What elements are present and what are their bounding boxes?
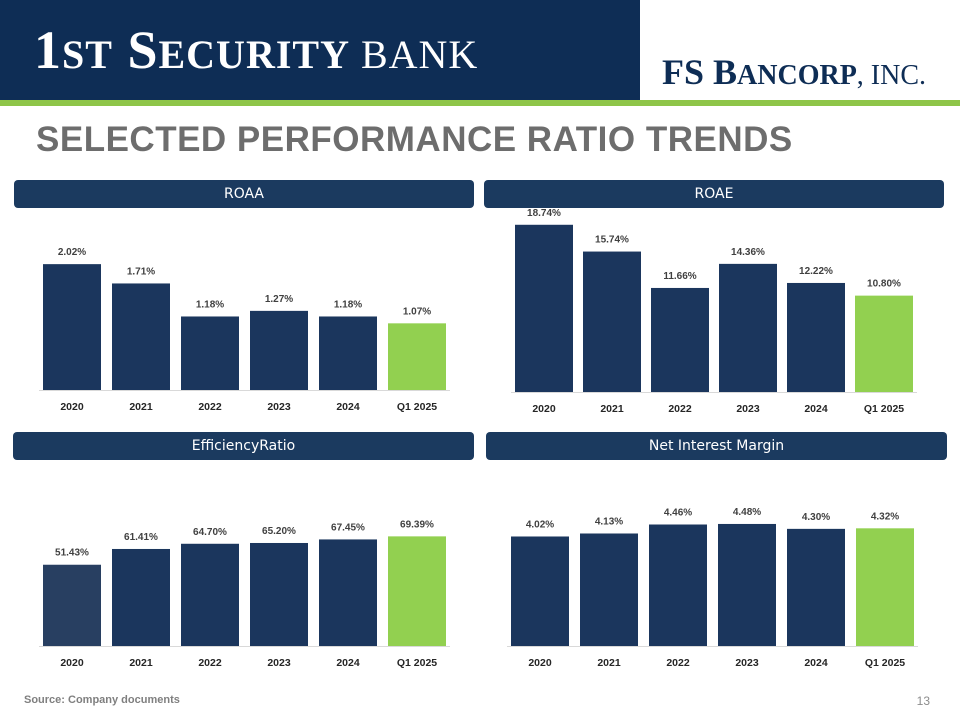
efficiency-category-label: Q1 2025 — [397, 657, 437, 669]
nim-bar-2022 — [649, 524, 707, 646]
efficiency-ratio-chart: 51.43% 2020 61.41% 2021 64.70% 2022 65.20% 2023… — [39, 519, 450, 669]
panel-header-net-interest-margin: Net Interest Margin — [486, 432, 947, 460]
nim-bar-2020 — [511, 536, 569, 646]
efficiency-bar-2022 — [181, 543, 239, 646]
nim-category-label: 2021 — [597, 657, 621, 669]
roae-data-label: 11.66% — [663, 271, 696, 282]
nim-data-label: 4.30% — [802, 512, 830, 523]
bank-logo-text-1: 1 — [34, 20, 62, 80]
nim-category-label: Q1 2025 — [865, 657, 905, 669]
roaa-bar-2022 — [181, 316, 239, 390]
roae-bar-q1-2025 — [855, 295, 913, 392]
parent-logo-text-3: , INC. — [856, 60, 927, 91]
roae-data-label: 12.22% — [799, 266, 833, 277]
roaa-bar-2023 — [250, 310, 308, 390]
net-interest-margin-chart: 4.02% 2020 4.13% 2021 4.46% 2022 4.48% 2023 4.30… — [507, 507, 918, 669]
efficiency-data-label: 65.20% — [262, 526, 296, 537]
efficiency-bar-2020 — [43, 564, 101, 646]
nim-category-label: 2022 — [666, 657, 690, 669]
header-accent-rule — [0, 100, 960, 106]
nim-data-label: 4.13% — [595, 516, 623, 527]
bank-logo-text-3: S — [112, 20, 159, 80]
nim-data-label: 4.48% — [733, 507, 761, 518]
roae-bar-2022 — [651, 287, 709, 392]
nim-data-label: 4.02% — [526, 519, 554, 530]
roae-data-label: 15.74% — [595, 235, 629, 246]
roae-category-label: 2021 — [600, 403, 624, 415]
nim-category-label: 2024 — [804, 657, 828, 669]
panel-header-roaa: ROAA — [14, 180, 474, 208]
roaa-data-label: 1.18% — [334, 299, 362, 310]
efficiency-bar-2021 — [112, 548, 170, 646]
roaa-category-label: 2024 — [336, 401, 360, 413]
roae-category-label: 2023 — [736, 403, 760, 415]
panel-header-efficiency-ratio: EfficiencyRatio — [13, 432, 474, 460]
nim-bar-2021 — [580, 533, 638, 646]
roaa-bar-q1-2025 — [388, 323, 446, 390]
efficiency-category-label: 2023 — [267, 657, 291, 669]
roae-bar-2024 — [787, 282, 845, 392]
roae-bar-2021 — [583, 251, 641, 392]
roae-data-label: 18.74% — [527, 208, 561, 219]
efficiency-bar-2023 — [250, 542, 308, 646]
roaa-category-label: 2020 — [60, 401, 84, 413]
efficiency-data-label: 61.41% — [124, 532, 158, 543]
roaa-bar-2024 — [319, 316, 377, 390]
efficiency-category-label: 2022 — [198, 657, 222, 669]
roaa-category-label: 2023 — [267, 401, 291, 413]
nim-data-label: 4.32% — [871, 511, 899, 522]
page-number: 13 — [916, 694, 930, 708]
nim-category-label: 2020 — [528, 657, 552, 669]
roaa-data-label: 1.18% — [196, 299, 224, 310]
efficiency-category-label: 2021 — [129, 657, 153, 669]
bank-logo: 1ST SECURITY BANK — [34, 22, 478, 83]
roae-category-label: Q1 2025 — [864, 403, 904, 415]
roaa-data-label: 1.07% — [403, 306, 431, 317]
roaa-category-label: Q1 2025 — [397, 401, 437, 413]
parent-logo-text-1: FS B — [662, 52, 738, 92]
nim-data-label: 4.46% — [664, 508, 692, 519]
roae-category-label: 2022 — [668, 403, 692, 415]
roaa-chart: 2.02% 2020 1.71% 2021 1.18% 2022 1.27% 2023 1.18… — [39, 247, 450, 413]
roae-data-label: 14.36% — [731, 247, 765, 258]
page-title: SELECTED PERFORMANCE RATIO TRENDS — [36, 120, 793, 159]
efficiency-data-label: 64.70% — [193, 527, 227, 538]
roae-bar-2020 — [515, 224, 573, 392]
bank-logo-text-4: ECURITY — [158, 32, 350, 77]
roaa-data-label: 1.27% — [265, 294, 293, 305]
efficiency-bar-q1-2025 — [388, 536, 446, 646]
nim-bar-2023 — [718, 523, 776, 646]
header-banner — [0, 0, 640, 100]
header-logo-area — [640, 0, 960, 100]
efficiency-category-label: 2020 — [60, 657, 84, 669]
bank-logo-text-5: BANK — [349, 32, 479, 77]
roae-category-label: 2024 — [804, 403, 828, 415]
nim-bar-q1-2025 — [856, 528, 914, 646]
roaa-bar-2020 — [43, 264, 101, 390]
parent-company-logo: FS BANCORP, INC. — [662, 52, 926, 96]
roae-chart: 18.74% 2020 15.74% 2021 11.66% 2022 14.36% 2023… — [511, 208, 917, 415]
panel-header-roae: ROAE — [484, 180, 944, 208]
efficiency-data-label: 67.45% — [331, 522, 365, 533]
nim-category-label: 2023 — [735, 657, 759, 669]
efficiency-data-label: 69.39% — [400, 519, 434, 530]
roae-category-label: 2020 — [532, 403, 556, 415]
source-note: Source: Company documents — [24, 694, 180, 706]
nim-bar-2024 — [787, 528, 845, 646]
efficiency-bar-2024 — [319, 539, 377, 646]
roae-bar-2023 — [719, 263, 777, 392]
parent-logo-text-2: ANCORP — [737, 60, 857, 91]
efficiency-category-label: 2024 — [336, 657, 360, 669]
roaa-data-label: 2.02% — [58, 247, 86, 258]
roae-data-label: 10.80% — [867, 279, 901, 290]
efficiency-data-label: 51.43% — [55, 548, 89, 559]
roaa-category-label: 2022 — [198, 401, 222, 413]
roaa-bar-2021 — [112, 283, 170, 390]
roaa-category-label: 2021 — [129, 401, 153, 413]
bank-logo-text-2: ST — [62, 32, 113, 77]
roaa-data-label: 1.71% — [127, 266, 155, 277]
